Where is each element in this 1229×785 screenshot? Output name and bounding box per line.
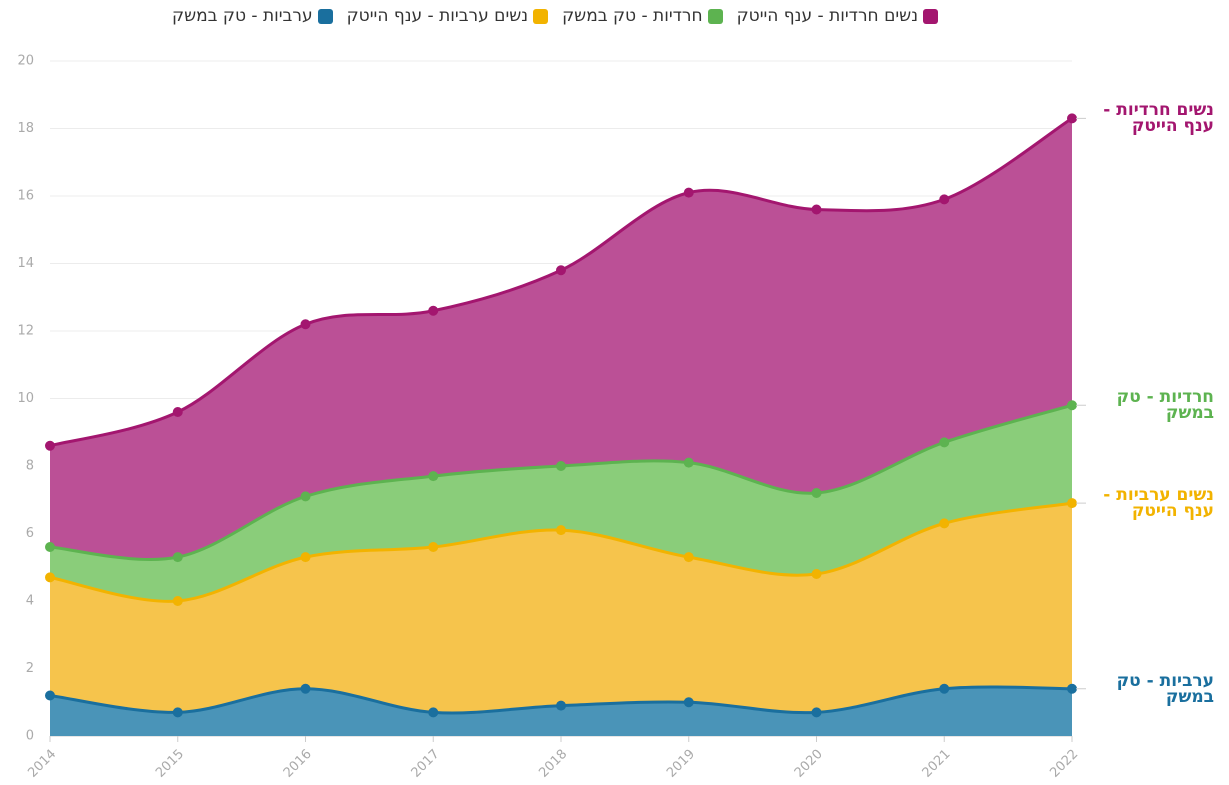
point	[939, 194, 950, 205]
y-tick-label: 16	[17, 189, 34, 204]
point	[556, 461, 566, 471]
y-tick-label: 8	[26, 459, 34, 474]
y-tick-label: 6	[26, 526, 34, 541]
legend-item: חרדיות - טק במשק	[562, 6, 723, 26]
point	[300, 683, 311, 694]
point	[1067, 683, 1077, 694]
legend-label: ערביות - טק במשק	[172, 6, 313, 26]
area	[50, 503, 1072, 713]
point	[300, 319, 311, 330]
y-tick-label: 0	[26, 729, 34, 744]
y-tick-label: 14	[17, 256, 34, 271]
point	[45, 440, 55, 451]
legend-label: נשים חרדיות - ענף הייטק	[736, 6, 918, 26]
point	[683, 187, 694, 198]
point	[1067, 113, 1077, 124]
area	[50, 687, 1072, 736]
point	[556, 700, 566, 711]
legend: נשים חרדיות - ענף הייטק חרדיות - טק במשק נ…	[8, 6, 938, 26]
point	[811, 569, 822, 579]
x-tick-label: 2014	[25, 747, 59, 781]
y-tick-label: 10	[17, 391, 34, 406]
point	[428, 542, 439, 552]
point	[811, 488, 822, 498]
point	[300, 491, 311, 502]
point	[556, 525, 566, 536]
end-label: חרדיות - טק במשק	[1116, 387, 1214, 424]
y-tick-label: 18	[17, 121, 34, 136]
areas	[50, 118, 1072, 736]
point	[1067, 400, 1077, 411]
legend-item: ערביות - טק במשק	[172, 6, 333, 26]
y-tick-label: 20	[17, 54, 34, 69]
legend-swatch	[923, 8, 938, 24]
legend-item: נשים חרדיות - ענף הייטק	[737, 6, 938, 26]
point	[45, 542, 55, 552]
point	[428, 305, 439, 316]
legend-label: נשים ערביות - ענף הייטק	[346, 6, 529, 26]
point	[428, 707, 439, 718]
x-tick-label: 2021	[920, 747, 954, 781]
point	[172, 707, 183, 718]
point	[1067, 498, 1077, 509]
point	[45, 572, 55, 583]
end-label: ערביות - טק במשק	[1116, 670, 1214, 707]
y-tick-label: 2	[26, 661, 34, 676]
point	[172, 552, 183, 563]
x-tick-label: 2020	[792, 747, 826, 781]
x-tick-label: 2015	[153, 747, 187, 781]
point	[939, 683, 950, 694]
end-label: נשים חרדיות - ענף הייטק	[1103, 100, 1214, 137]
point	[556, 265, 566, 276]
x-tick-label: 2018	[536, 747, 570, 781]
legend-swatch	[533, 8, 549, 24]
point	[172, 596, 183, 606]
end-label: נשים ערביות - ענף הייטק	[1103, 485, 1214, 522]
point	[172, 407, 183, 417]
point	[683, 552, 694, 563]
legend-swatch	[317, 8, 333, 24]
point	[683, 457, 694, 468]
points	[45, 113, 1077, 718]
legend-item: נשים ערביות - ענף הייטק	[346, 6, 549, 26]
x-tick-label: 2022	[1047, 747, 1081, 781]
legend-swatch	[707, 8, 723, 24]
point	[683, 697, 694, 708]
area	[50, 118, 1072, 560]
point	[428, 471, 439, 482]
point	[811, 707, 822, 718]
x-tick-label: 2016	[281, 747, 315, 781]
legend-label: חרדיות - טק במשק	[562, 6, 703, 26]
point	[300, 552, 311, 563]
point	[45, 690, 55, 701]
x-tick-label: 2017	[409, 747, 443, 781]
y-tick-label: 12	[17, 324, 34, 339]
point	[939, 518, 950, 529]
point	[939, 437, 950, 448]
point	[811, 204, 822, 215]
x-tick-label: 2019	[664, 747, 698, 781]
y-tick-label: 4	[26, 594, 34, 609]
